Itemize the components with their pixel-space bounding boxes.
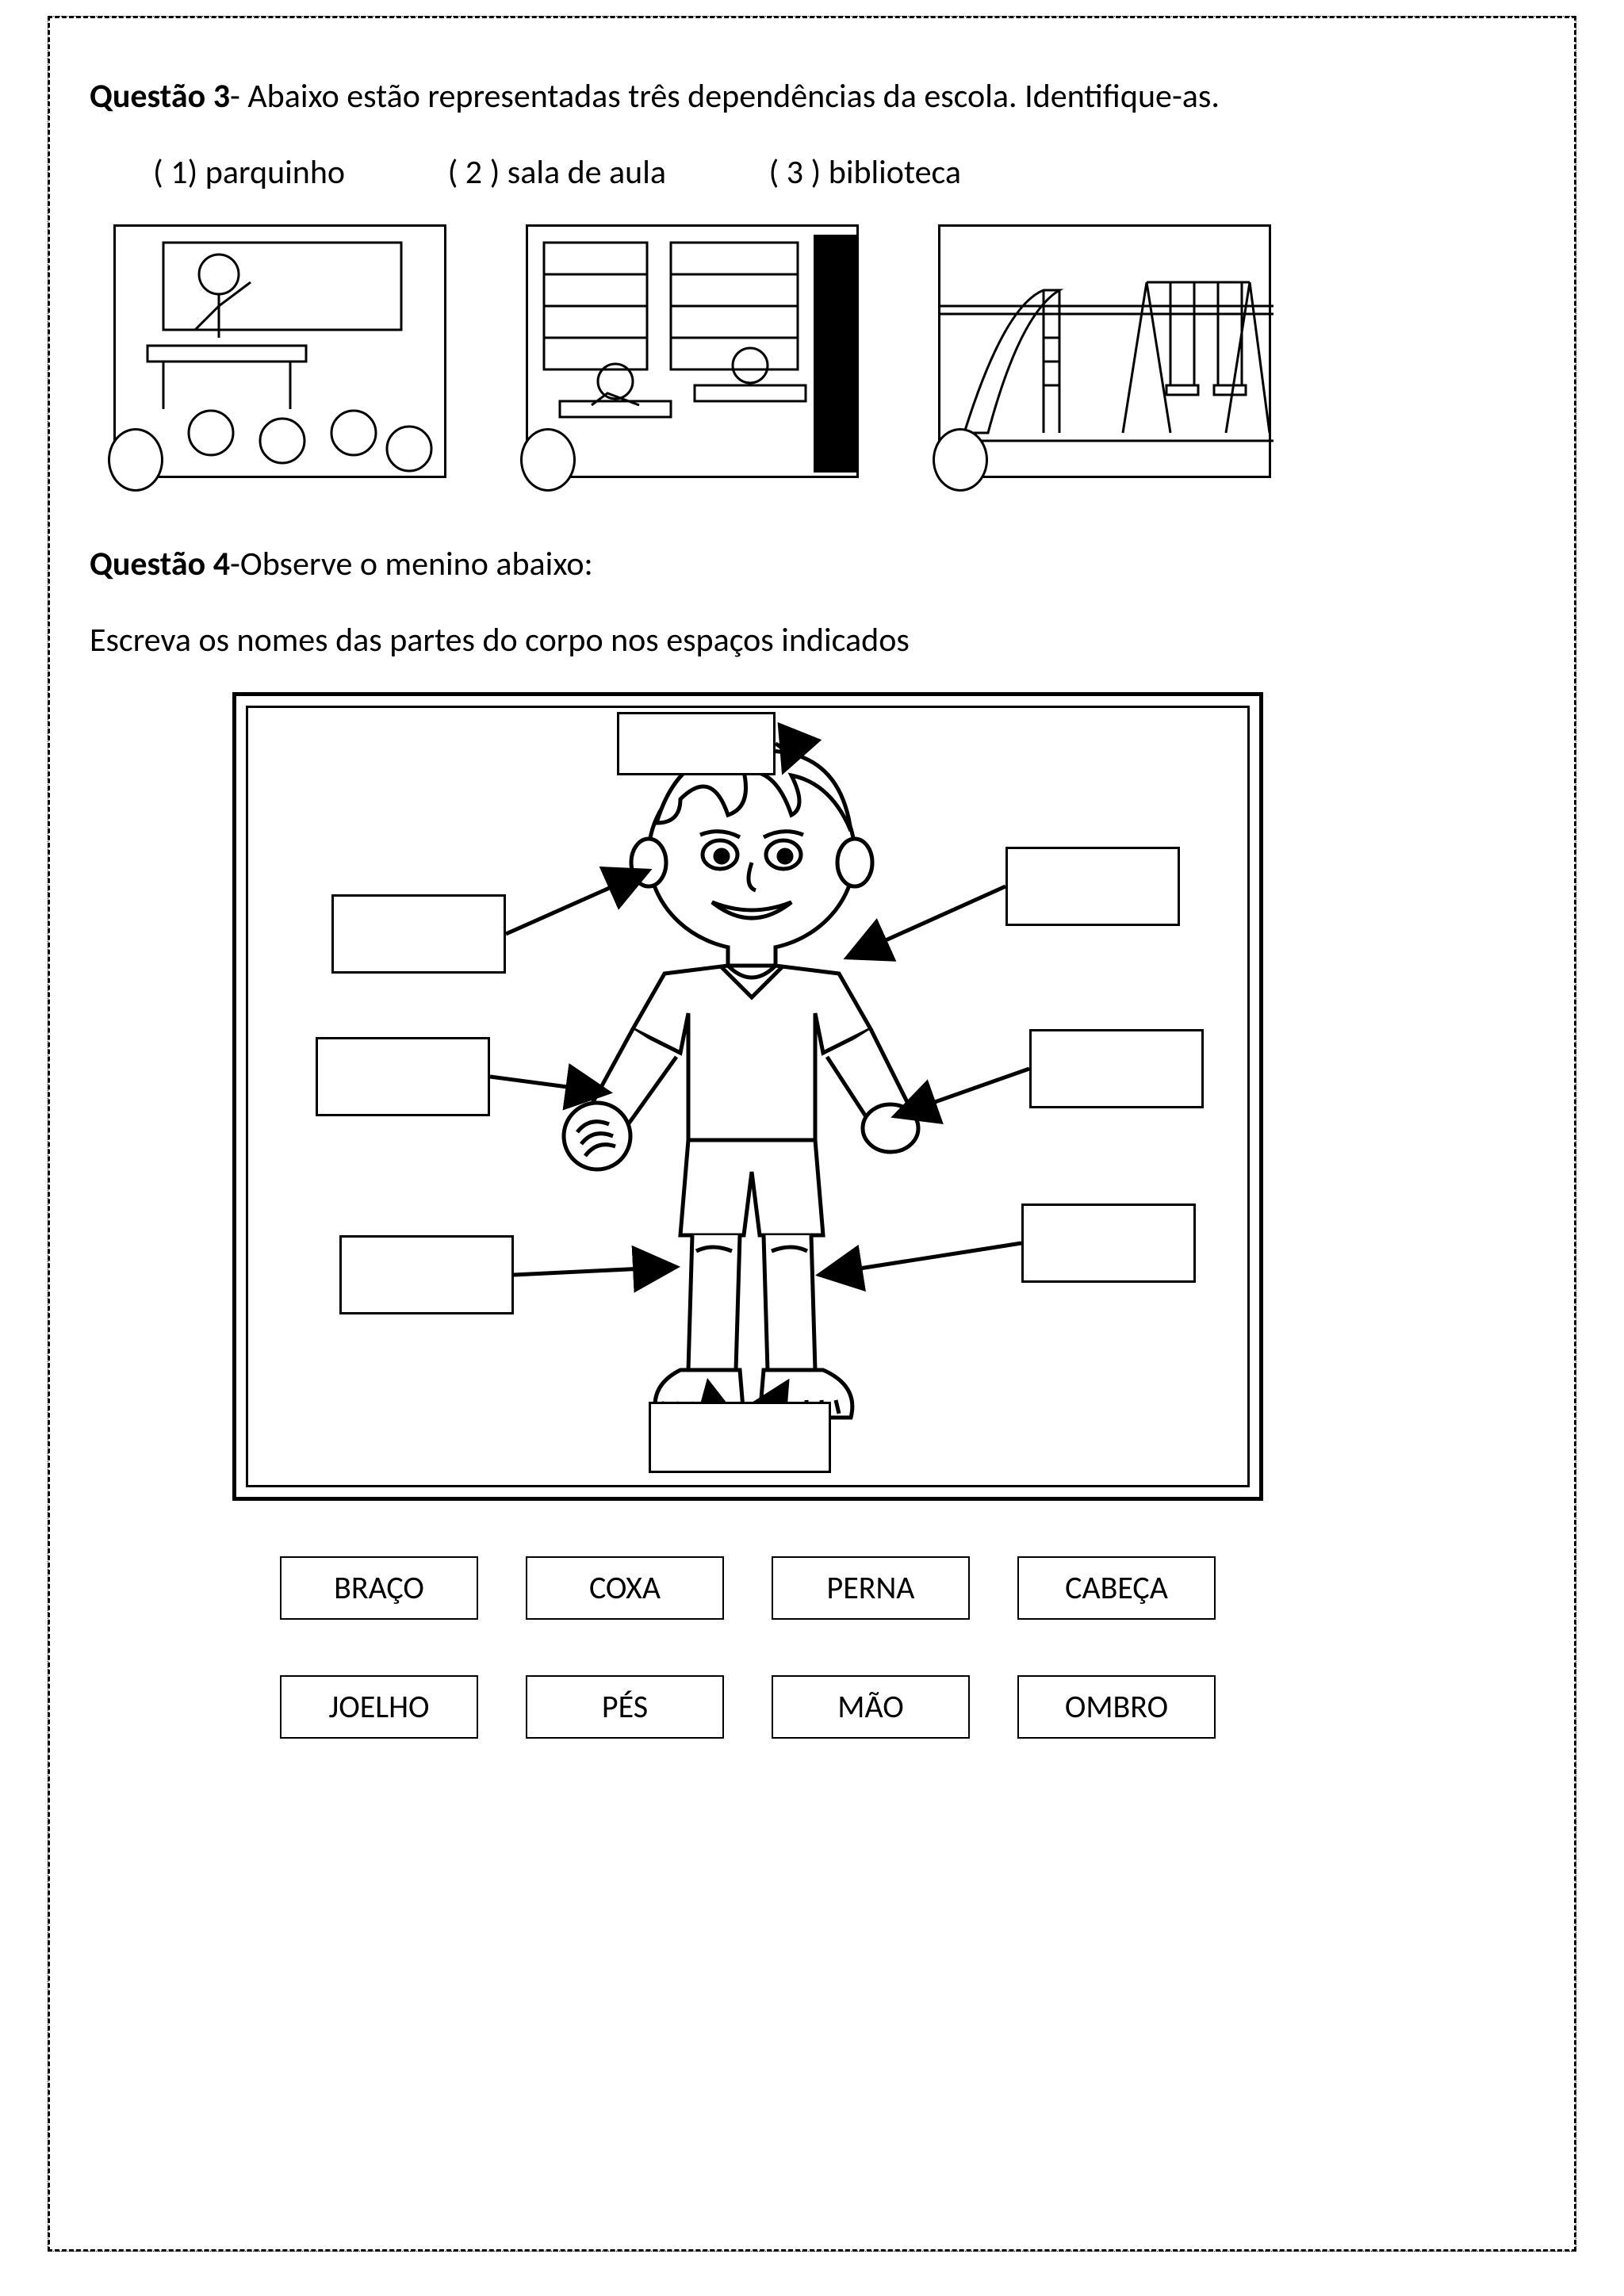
word-ombro: OMBRO bbox=[1017, 1675, 1216, 1739]
body-diagram-container: BRAÇO COXA PERNA CABEÇA JOELHO PÉS MÃO O… bbox=[232, 692, 1263, 1739]
label-box-mid-left[interactable] bbox=[316, 1037, 490, 1116]
question3-images bbox=[113, 224, 1534, 478]
worksheet-page: Questão 3- Abaixo estão representadas tr… bbox=[48, 16, 1576, 2252]
question3-title: Questão 3 bbox=[90, 76, 230, 117]
label-box-bottom[interactable] bbox=[649, 1402, 831, 1473]
label-box-mid-right[interactable] bbox=[1029, 1029, 1204, 1108]
question3-heading: Questão 3- Abaixo estão representadas tr… bbox=[90, 74, 1534, 121]
word-coxa: COXA bbox=[526, 1556, 724, 1620]
word-row-2: JOELHO PÉS MÃO OMBRO bbox=[232, 1675, 1263, 1739]
option-1: ( 1) parquinho bbox=[153, 152, 345, 193]
classroom-illustration bbox=[113, 224, 446, 478]
word-pes: PÉS bbox=[526, 1675, 724, 1739]
question4-text: -Observe o menino abaixo: bbox=[230, 544, 593, 584]
question3-text: - Abaixo estão representadas três depend… bbox=[230, 76, 1220, 117]
label-box-lower-left[interactable] bbox=[339, 1235, 514, 1314]
word-mao: MÃO bbox=[772, 1675, 970, 1739]
label-box-upper-left[interactable] bbox=[331, 894, 506, 974]
answer-circle-3[interactable] bbox=[933, 428, 988, 492]
label-box-top[interactable] bbox=[617, 712, 776, 775]
answer-circle-1[interactable] bbox=[108, 428, 163, 492]
word-braco: BRAÇO bbox=[280, 1556, 478, 1620]
word-bank: BRAÇO COXA PERNA CABEÇA JOELHO PÉS MÃO O… bbox=[232, 1556, 1263, 1739]
option-2: ( 2 ) sala de aula bbox=[448, 152, 666, 193]
playground-illustration bbox=[938, 224, 1271, 478]
question4-heading: Questão 4-Observe o menino abaixo: bbox=[90, 541, 1534, 588]
body-diagram bbox=[232, 692, 1263, 1501]
word-cabeca: CABEÇA bbox=[1017, 1556, 1216, 1620]
question4-instruction: Escreva os nomes das partes do corpo nos… bbox=[90, 620, 1534, 660]
option-3: ( 3 ) biblioteca bbox=[769, 152, 961, 193]
question4-title: Questão 4 bbox=[90, 544, 230, 584]
label-box-lower-right[interactable] bbox=[1021, 1203, 1196, 1283]
question3-options: ( 1) parquinho ( 2 ) sala de aula ( 3 ) … bbox=[153, 152, 1534, 193]
word-row-1: BRAÇO COXA PERNA CABEÇA bbox=[232, 1556, 1263, 1620]
answer-circle-2[interactable] bbox=[520, 428, 576, 492]
word-joelho: JOELHO bbox=[280, 1675, 478, 1739]
label-box-upper-right[interactable] bbox=[1005, 847, 1180, 926]
word-perna: PERNA bbox=[772, 1556, 970, 1620]
library-illustration bbox=[526, 224, 859, 478]
